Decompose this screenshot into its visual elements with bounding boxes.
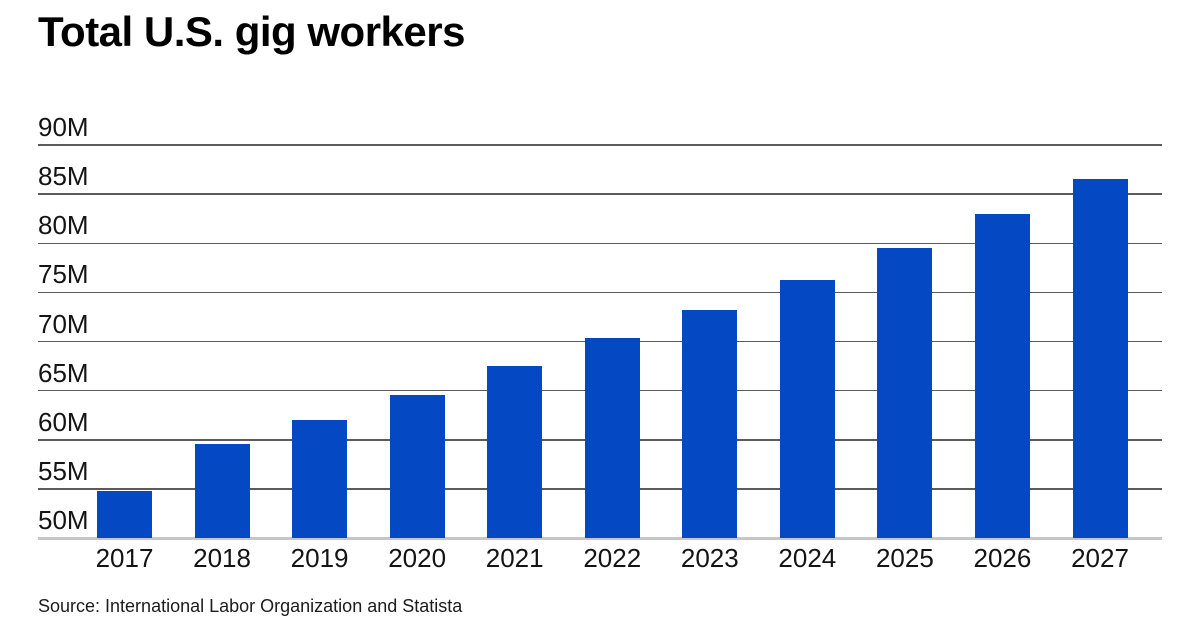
x-tick-label-2018: 2018 xyxy=(193,543,251,573)
bar-2018 xyxy=(194,443,250,538)
gridline-85M xyxy=(38,193,1162,195)
y-tick-label-65M: 65M xyxy=(38,357,89,388)
x-tick-label-2019: 2019 xyxy=(290,543,349,573)
bar-2026 xyxy=(974,213,1030,538)
y-tick-label-90M: 90M xyxy=(38,112,89,142)
y-tick-label-70M: 70M xyxy=(38,308,89,339)
bar-2023 xyxy=(682,310,738,538)
x-tick-label-2017: 2017 xyxy=(95,543,154,573)
x-tick-label-2025: 2025 xyxy=(875,543,934,573)
bar-2020 xyxy=(389,394,445,538)
bar-2024 xyxy=(779,279,835,538)
chart-title: Total U.S. gig workers xyxy=(38,8,465,55)
bar-2025 xyxy=(877,248,933,538)
gridline-75M xyxy=(38,291,1162,294)
y-tick-label-50M: 50M xyxy=(38,505,89,535)
y-tick-label-60M: 60M xyxy=(38,406,89,437)
gridline-90M xyxy=(38,144,1162,146)
bar-2019 xyxy=(292,420,348,538)
bar-2017 xyxy=(97,490,152,538)
bar-2022 xyxy=(584,337,640,538)
x-tick-label-2021: 2021 xyxy=(485,543,544,573)
x-tick-label-2023: 2023 xyxy=(680,543,739,573)
source-attribution: Source: International Labor Organization… xyxy=(38,596,463,616)
plot-area: 50M 55M 60M 65M 70M 75M 80M 85M 90M 2017 2018 2019 2… xyxy=(38,114,1162,571)
y-tick-label-55M: 55M xyxy=(38,455,89,486)
y-tick-label-75M: 75M xyxy=(38,259,89,290)
x-tick-label-2026: 2026 xyxy=(973,543,1032,573)
x-tick-label-2027: 2027 xyxy=(1071,543,1129,573)
x-tick-label-2022: 2022 xyxy=(583,543,642,573)
x-axis-line xyxy=(38,537,1162,540)
x-tick-label-2024: 2024 xyxy=(778,543,837,573)
bar-2027 xyxy=(1072,179,1128,538)
y-tick-label-85M: 85M xyxy=(38,161,89,192)
x-tick-label-2020: 2020 xyxy=(388,543,447,573)
y-tick-label-80M: 80M xyxy=(38,210,89,241)
bar-2021 xyxy=(487,366,543,538)
gridline-80M xyxy=(38,242,1162,244)
